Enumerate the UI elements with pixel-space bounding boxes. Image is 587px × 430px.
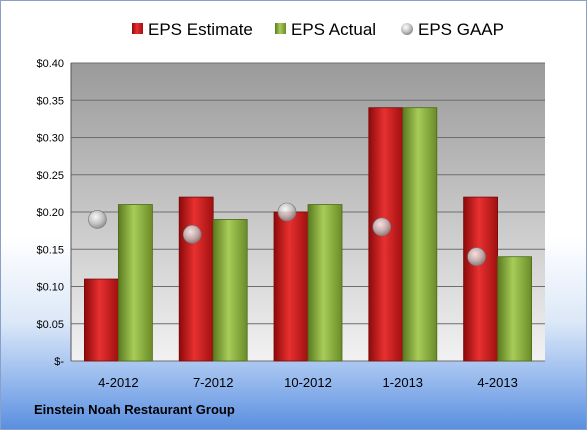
legend-swatch-eps-estimate — [132, 23, 143, 34]
x-category-label: 1-2013 — [383, 375, 423, 390]
gaap-points — [88, 202, 486, 266]
y-axis-ticks: $- $0.05 $0.10 $0.15 $0.20 $0.25 $0.30 $0.35 $0.… — [36, 58, 64, 368]
bar-eps-estimate-10-2012 — [273, 211, 309, 362]
point-eps-gaap-4-2012 — [88, 210, 107, 229]
y-tick-label: $0.10 — [36, 282, 64, 294]
company-name: Einstein Noah Restaurant Group — [34, 402, 235, 417]
x-category-label: 7-2012 — [193, 375, 233, 390]
point-eps-gaap-7-2012 — [182, 225, 202, 244]
point-eps-gaap-4-2013 — [467, 247, 486, 266]
bar-eps-estimate-7-2012 — [178, 196, 214, 362]
bar-eps-estimate-4-2013 — [463, 196, 499, 362]
bar-eps-actual-4-2012 — [118, 204, 153, 362]
legend-label-eps-estimate: EPS Estimate — [148, 20, 253, 39]
point-eps-gaap-1-2013 — [372, 217, 392, 237]
bar-eps-estimate-4-2012 — [84, 278, 119, 362]
y-tick-label: $0.40 — [36, 58, 64, 70]
point-eps-gaap-10-2012 — [277, 202, 297, 222]
legend-swatch-eps-actual — [275, 23, 286, 34]
y-tick-label: $0.05 — [36, 319, 64, 331]
y-tick-label: $0.15 — [36, 244, 64, 256]
legend-label-eps-gaap: EPS GAAP — [418, 20, 504, 39]
y-tick-label: $0.25 — [36, 170, 64, 182]
legend-label-eps-actual: EPS Actual — [291, 20, 376, 39]
bar-eps-actual-1-2013 — [402, 107, 438, 362]
legend-marker-eps-gaap — [401, 23, 413, 35]
bar-eps-actual-10-2012 — [307, 204, 343, 362]
x-category-label: 10-2012 — [284, 375, 332, 390]
y-tick-label: $0.20 — [36, 207, 64, 219]
legend: EPS Estimate EPS Actual EPS GAAP — [132, 20, 504, 39]
bar-eps-actual-7-2012 — [212, 219, 248, 362]
y-tick-label: $- — [54, 356, 64, 368]
x-axis-categories: 4-2012 7-2012 10-2012 1-2013 4-2013 — [98, 375, 518, 390]
bars — [84, 107, 533, 362]
bar-eps-actual-4-2013 — [497, 256, 533, 362]
x-category-label: 4-2012 — [98, 375, 138, 390]
y-tick-label: $0.30 — [36, 133, 64, 145]
x-category-label: 4-2013 — [477, 375, 517, 390]
y-tick-label: $0.35 — [36, 95, 64, 107]
